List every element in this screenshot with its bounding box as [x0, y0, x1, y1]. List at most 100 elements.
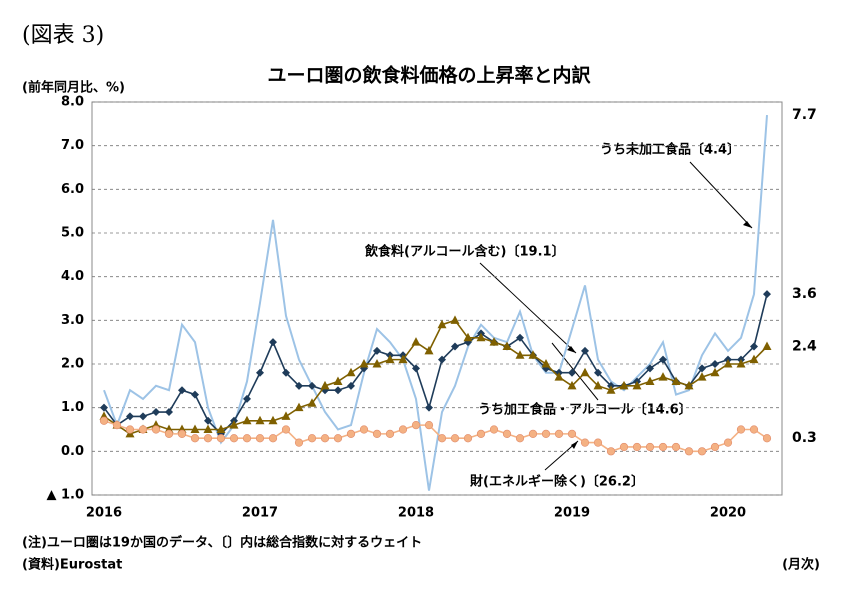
marker [333, 434, 343, 443]
marker [581, 346, 589, 355]
marker [411, 337, 421, 346]
y-tick-label: 6.0 [61, 182, 84, 197]
marker [294, 402, 304, 412]
marker [723, 359, 733, 368]
marker [450, 315, 460, 324]
marker [580, 438, 590, 447]
marker [659, 355, 667, 364]
marker [347, 381, 355, 390]
marker [112, 421, 122, 430]
x-axis-label: (月次) [782, 557, 820, 573]
marker [437, 319, 447, 329]
marker [229, 420, 239, 429]
marker [191, 390, 199, 399]
marker [359, 359, 369, 368]
marker [515, 434, 525, 443]
marker [425, 403, 433, 412]
marker [203, 434, 213, 443]
marker [594, 368, 602, 377]
x-tick-label: 2019 [554, 506, 590, 521]
marker [476, 332, 486, 342]
marker [554, 372, 564, 381]
marker [437, 434, 447, 443]
marker [762, 341, 772, 351]
marker [359, 425, 369, 434]
arrow [479, 262, 577, 354]
series-label: 財(エネルギー除く)〔26.2〕 [469, 474, 644, 490]
marker [763, 290, 771, 299]
x-tick-label: 2016 [86, 506, 122, 521]
marker [190, 424, 200, 433]
marker [658, 372, 668, 381]
marker [165, 408, 173, 417]
marker [541, 429, 551, 438]
marker [138, 425, 148, 434]
marker [723, 438, 733, 447]
y-tick-label: 8.0 [61, 95, 84, 110]
series-label: うち未加工食品〔4.4〕 [600, 142, 740, 158]
marker [333, 376, 343, 385]
marker [541, 359, 551, 368]
marker [632, 380, 642, 390]
marker [451, 342, 459, 351]
marker [762, 434, 772, 443]
marker [606, 385, 616, 394]
marker [282, 368, 290, 377]
marker [516, 333, 524, 342]
y-tick-label: 1.0 [61, 400, 84, 415]
marker [256, 368, 264, 377]
marker [268, 434, 278, 443]
marker [710, 442, 720, 452]
marker [697, 447, 707, 456]
marker [242, 434, 252, 443]
marker [736, 359, 746, 368]
marker [372, 429, 382, 438]
marker [216, 424, 226, 433]
marker [320, 380, 330, 390]
marker [204, 416, 212, 425]
marker [307, 398, 317, 407]
arrow-head [567, 346, 576, 353]
marker [178, 386, 186, 395]
marker [567, 380, 577, 390]
marker [152, 408, 160, 417]
marker [177, 429, 187, 438]
marker [346, 429, 356, 438]
marker [255, 415, 265, 425]
arrow-head [571, 441, 578, 449]
marker [698, 364, 706, 373]
marker [450, 434, 460, 443]
y-tick-label: 0.0 [61, 444, 84, 459]
series-line [103, 420, 768, 453]
y-tick-label: ▲ 1.0 [46, 488, 84, 503]
marker [243, 394, 251, 403]
marker [568, 368, 576, 377]
y-tick-label: 4.0 [61, 269, 84, 284]
marker [580, 367, 590, 377]
marker [711, 360, 719, 368]
marker [372, 359, 382, 368]
series-label: うち加工食品・アルコール〔14.6〕 [478, 402, 692, 418]
marker [710, 367, 720, 377]
marker [295, 381, 303, 390]
source: (資料)Eurostat [22, 557, 122, 573]
series-line [103, 319, 768, 435]
y-tick-label: 7.0 [61, 138, 84, 153]
marker [438, 355, 446, 364]
marker [398, 354, 408, 364]
marker [606, 447, 616, 456]
marker [463, 434, 473, 443]
marker [164, 429, 174, 438]
marker [463, 332, 473, 342]
marker [139, 412, 147, 421]
arrow [551, 342, 599, 401]
marker [385, 354, 395, 364]
marker [216, 434, 226, 443]
x-tick-label: 2020 [710, 506, 746, 521]
marker [281, 425, 291, 434]
end-value-label: 2.4 [792, 339, 817, 355]
marker [269, 338, 277, 347]
marker [632, 442, 642, 452]
marker [294, 438, 304, 447]
